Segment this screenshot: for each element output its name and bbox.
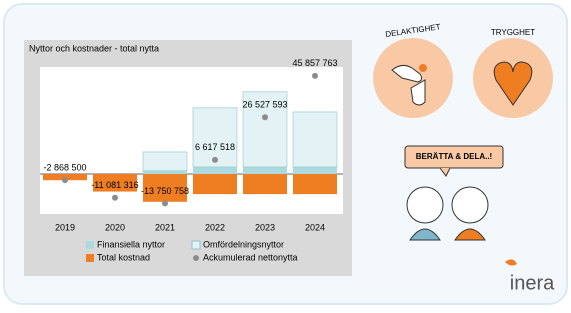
point <box>62 177 68 183</box>
bar-segment <box>143 171 187 174</box>
person-head <box>407 187 443 223</box>
page: {"chart_data":{"type":"bar","title":"Nyt… <box>0 0 571 308</box>
logo-text: inera <box>510 272 555 294</box>
point <box>162 200 168 206</box>
data-label: 6 617 518 <box>195 142 235 152</box>
x-tick-label: 2019 <box>55 222 75 232</box>
legend-swatch <box>192 241 200 249</box>
person-head <box>452 187 488 223</box>
badge-label: TRYGGHET <box>491 28 535 37</box>
x-tick-label: 2023 <box>255 222 275 232</box>
speech-text: BERÄTTA & DELA..! <box>416 152 492 161</box>
data-label: 26 527 593 <box>242 100 287 110</box>
bar-segment <box>243 167 287 174</box>
bar-segment <box>293 112 337 167</box>
legend-label: Omfördelningsnyttor <box>203 239 284 249</box>
chart-title: Nyttor och kostnader - total nytta <box>29 43 159 53</box>
legend-swatch <box>193 255 199 261</box>
data-label: -2 868 500 <box>43 163 86 173</box>
bar-segment <box>243 174 287 194</box>
x-tick-label: 2020 <box>105 222 125 232</box>
x-tick-label: 2024 <box>305 222 325 232</box>
bar-segment <box>193 167 237 174</box>
bar-segment <box>143 152 187 171</box>
canvas: Nyttor och kostnader - total nytta 2019 2… <box>0 0 571 308</box>
legend-label: Ackumulerad nettonytta <box>203 252 298 262</box>
x-tick-label: 2021 <box>155 222 175 232</box>
legend-swatch <box>86 241 94 249</box>
bar-segment <box>293 167 337 174</box>
bar-segment <box>193 174 237 194</box>
data-label: 45 857 763 <box>292 58 337 68</box>
legend-swatch <box>86 254 94 262</box>
data-label: -11 081 316 <box>91 180 138 190</box>
point <box>112 195 118 201</box>
bar-segment <box>293 174 337 194</box>
point <box>212 157 218 163</box>
button-icon <box>419 64 427 72</box>
point <box>312 73 318 79</box>
point <box>262 114 268 120</box>
data-label: -13 750 758 <box>141 186 189 196</box>
legend-label: Total kostnad <box>97 252 150 262</box>
legend-label: Finansiella nyttor <box>97 239 165 249</box>
x-tick-label: 2022 <box>205 222 225 232</box>
